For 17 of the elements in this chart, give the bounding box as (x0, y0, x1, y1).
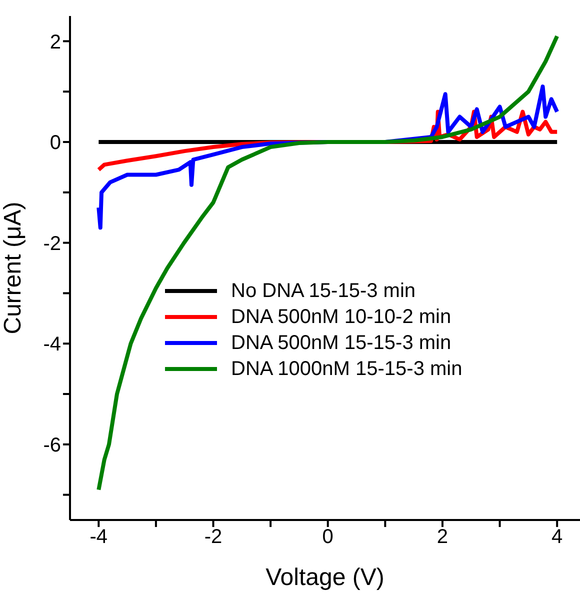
y-tick-label: -6 (43, 434, 61, 456)
y-tick-label: -4 (43, 334, 61, 356)
line-series (96, 34, 560, 492)
x-tick-label: 2 (436, 526, 448, 548)
x-tick-label: -2 (204, 526, 222, 548)
legend-label: No DNA 15-15-3 min (231, 279, 416, 304)
legend-label: DNA 1000nM 15-15-3 min (231, 357, 462, 382)
x-tick-label: 4 (552, 526, 563, 548)
y-tick-label: 2 (50, 31, 61, 54)
x-tick-label: 0 (322, 526, 334, 548)
x-axis-title: Voltage (V) (266, 564, 384, 591)
y-axis-title: Current (μA) (0, 202, 27, 334)
y-tick-label: 0 (50, 132, 61, 154)
legend-label: DNA 500nM 15-15-3 min (231, 331, 452, 356)
x-tick-label: -4 (90, 526, 108, 548)
y-tick-label: -2 (43, 232, 61, 255)
legend-label: DNA 500nM 10-10-2 min (231, 305, 452, 330)
